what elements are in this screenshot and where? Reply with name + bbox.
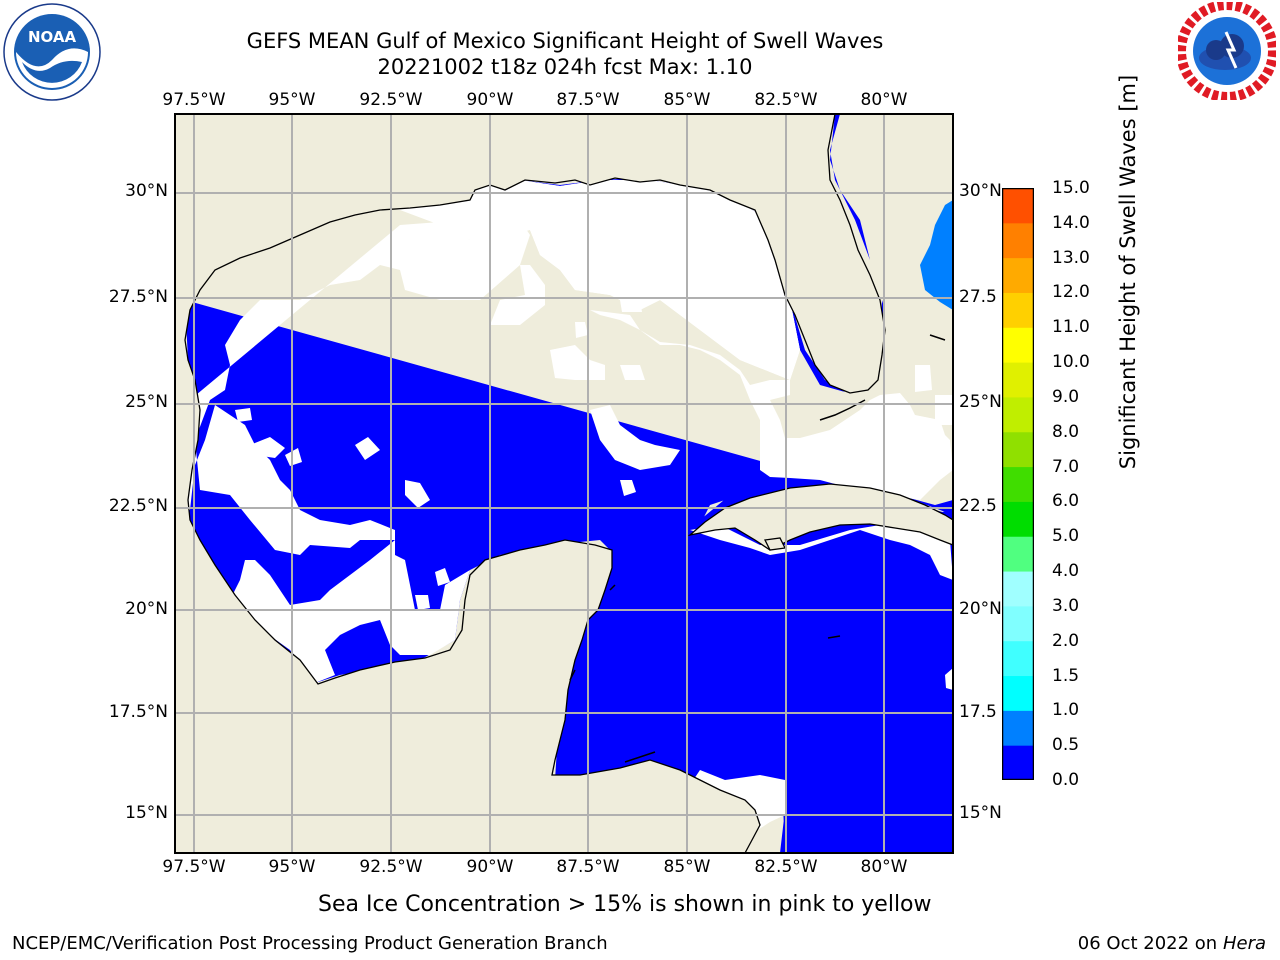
lon-label-bottom: 90°W [466,857,514,877]
colorbar-tick-label: 1.0 [1052,700,1080,721]
colorbar-tick-label: 2.0 [1052,630,1080,651]
colorbar-tick-label: 11.0 [1052,317,1090,338]
colorbar-tick-label: 1.5 [1052,665,1080,686]
colorbar-segment [1002,605,1034,642]
colorbar-tick-label: 0.0 [1052,770,1080,790]
noaa-logo: NOAA [3,3,101,101]
footer-date-text: 06 Oct 2022 on [1077,933,1223,954]
colorbar-tick-label: 13.0 [1052,247,1090,268]
lat-label-left: 20°N [125,599,168,619]
colorbar-segment [1002,257,1034,293]
lon-label-top: 97.5°W [162,90,226,110]
lat-label-right: 27.5 [959,287,997,307]
footer-machine: Hera [1222,933,1266,954]
lat-label-left: 27.5°N [108,287,168,307]
lon-label-bottom: 80°W [860,857,908,877]
colorbar-label: Significant Height of Swell Waves [m] [1116,74,1140,470]
lon-label-bottom: 92.5°W [359,857,423,877]
colorbar-segment [1002,571,1034,607]
colorbar-segment [1002,466,1034,502]
lat-label-right: 20°N [959,599,1002,619]
chart-title: GEFS MEAN Gulf of Mexico Significant Hei… [246,29,884,53]
colorbar-segment [1002,188,1034,224]
lon-label-bottom: 97.5°W [162,857,226,877]
lon-label-top: 92.5°W [359,90,423,110]
colorbar-segment [1002,501,1034,537]
lon-label-top: 85°W [663,90,711,110]
lat-label-right: 15°N [959,803,1002,823]
chart-subtitle: 20221002 t18z 024h fcst Max: 1.10 [377,55,753,79]
lon-label-bottom: 82.5°W [754,857,818,877]
colorbar-segment [1002,222,1034,259]
lat-label-left: 17.5°N [108,702,168,722]
colorbar-segment [1002,675,1034,711]
colorbar-tick-label: 5.0 [1052,526,1080,547]
colorbar-tick-label: 14.0 [1052,212,1090,233]
atlantic-swell-mid [920,200,953,310]
lon-label-bottom: 87.5°W [556,857,620,877]
lat-label-right: 17.5 [959,702,997,722]
footer-date: 06 Oct 2022 on Hera [1078,933,1266,954]
cuba-island [687,483,954,551]
colorbar-segment [1002,327,1034,363]
lat-label-left: 15°N [125,803,168,823]
colorbar-tick-label: 10.0 [1052,352,1090,373]
lon-label-top: 90°W [466,90,514,110]
sea-ice-note: Sea Ice Concentration > 15% is shown in … [318,892,932,917]
nws-logo [1178,2,1276,100]
colorbar-tick-label: 8.0 [1052,421,1080,442]
footer-credit: NCEP/EMC/Verification Post Processing Pr… [12,933,608,954]
lon-label-top: 80°W [860,90,908,110]
colorbar-segment [1002,431,1034,468]
lat-label-right: 25°N [959,392,1002,412]
lon-label-top: 82.5°W [754,90,818,110]
colorbar-segment [1002,396,1034,433]
lat-label-right: 22.5 [959,496,997,516]
colorbar-tick-label: 6.0 [1052,491,1080,512]
colorbar-segment [1002,640,1034,677]
colorbar-segment [1002,536,1034,572]
colorbar-tick-label: 0.5 [1052,735,1080,756]
colorbar-tick-label: 9.0 [1052,386,1080,407]
colorbar-segment [1002,710,1034,746]
colorbar-tick-label: 15.0 [1052,178,1090,198]
colorbar-tick-label: 4.0 [1052,561,1080,582]
lat-label-right: 30°N [959,181,1002,201]
colorbar-tick-label: 3.0 [1052,595,1080,616]
noaa-logo-text: NOAA [28,28,77,46]
lat-label-left: 22.5°N [108,496,168,516]
lon-label-top: 87.5°W [556,90,620,110]
lat-label-left: 25°N [125,392,168,412]
land-masses [174,113,954,854]
colorbar [1002,188,1034,780]
lon-label-bottom: 95°W [268,857,316,877]
colorbar-segment [1002,745,1034,780]
lon-label-top: 95°W [268,90,316,110]
map-gridlines [175,114,953,853]
map-frame [174,113,954,854]
colorbar-frame [1002,188,1034,780]
lon-label-bottom: 85°W [663,857,711,877]
lat-label-left: 30°N [125,181,168,201]
colorbar-tick-label: 7.0 [1052,456,1080,477]
colorbar-segment [1002,292,1034,328]
colorbar-tick-label: 12.0 [1052,282,1090,303]
colorbar-segment [1002,362,1034,398]
